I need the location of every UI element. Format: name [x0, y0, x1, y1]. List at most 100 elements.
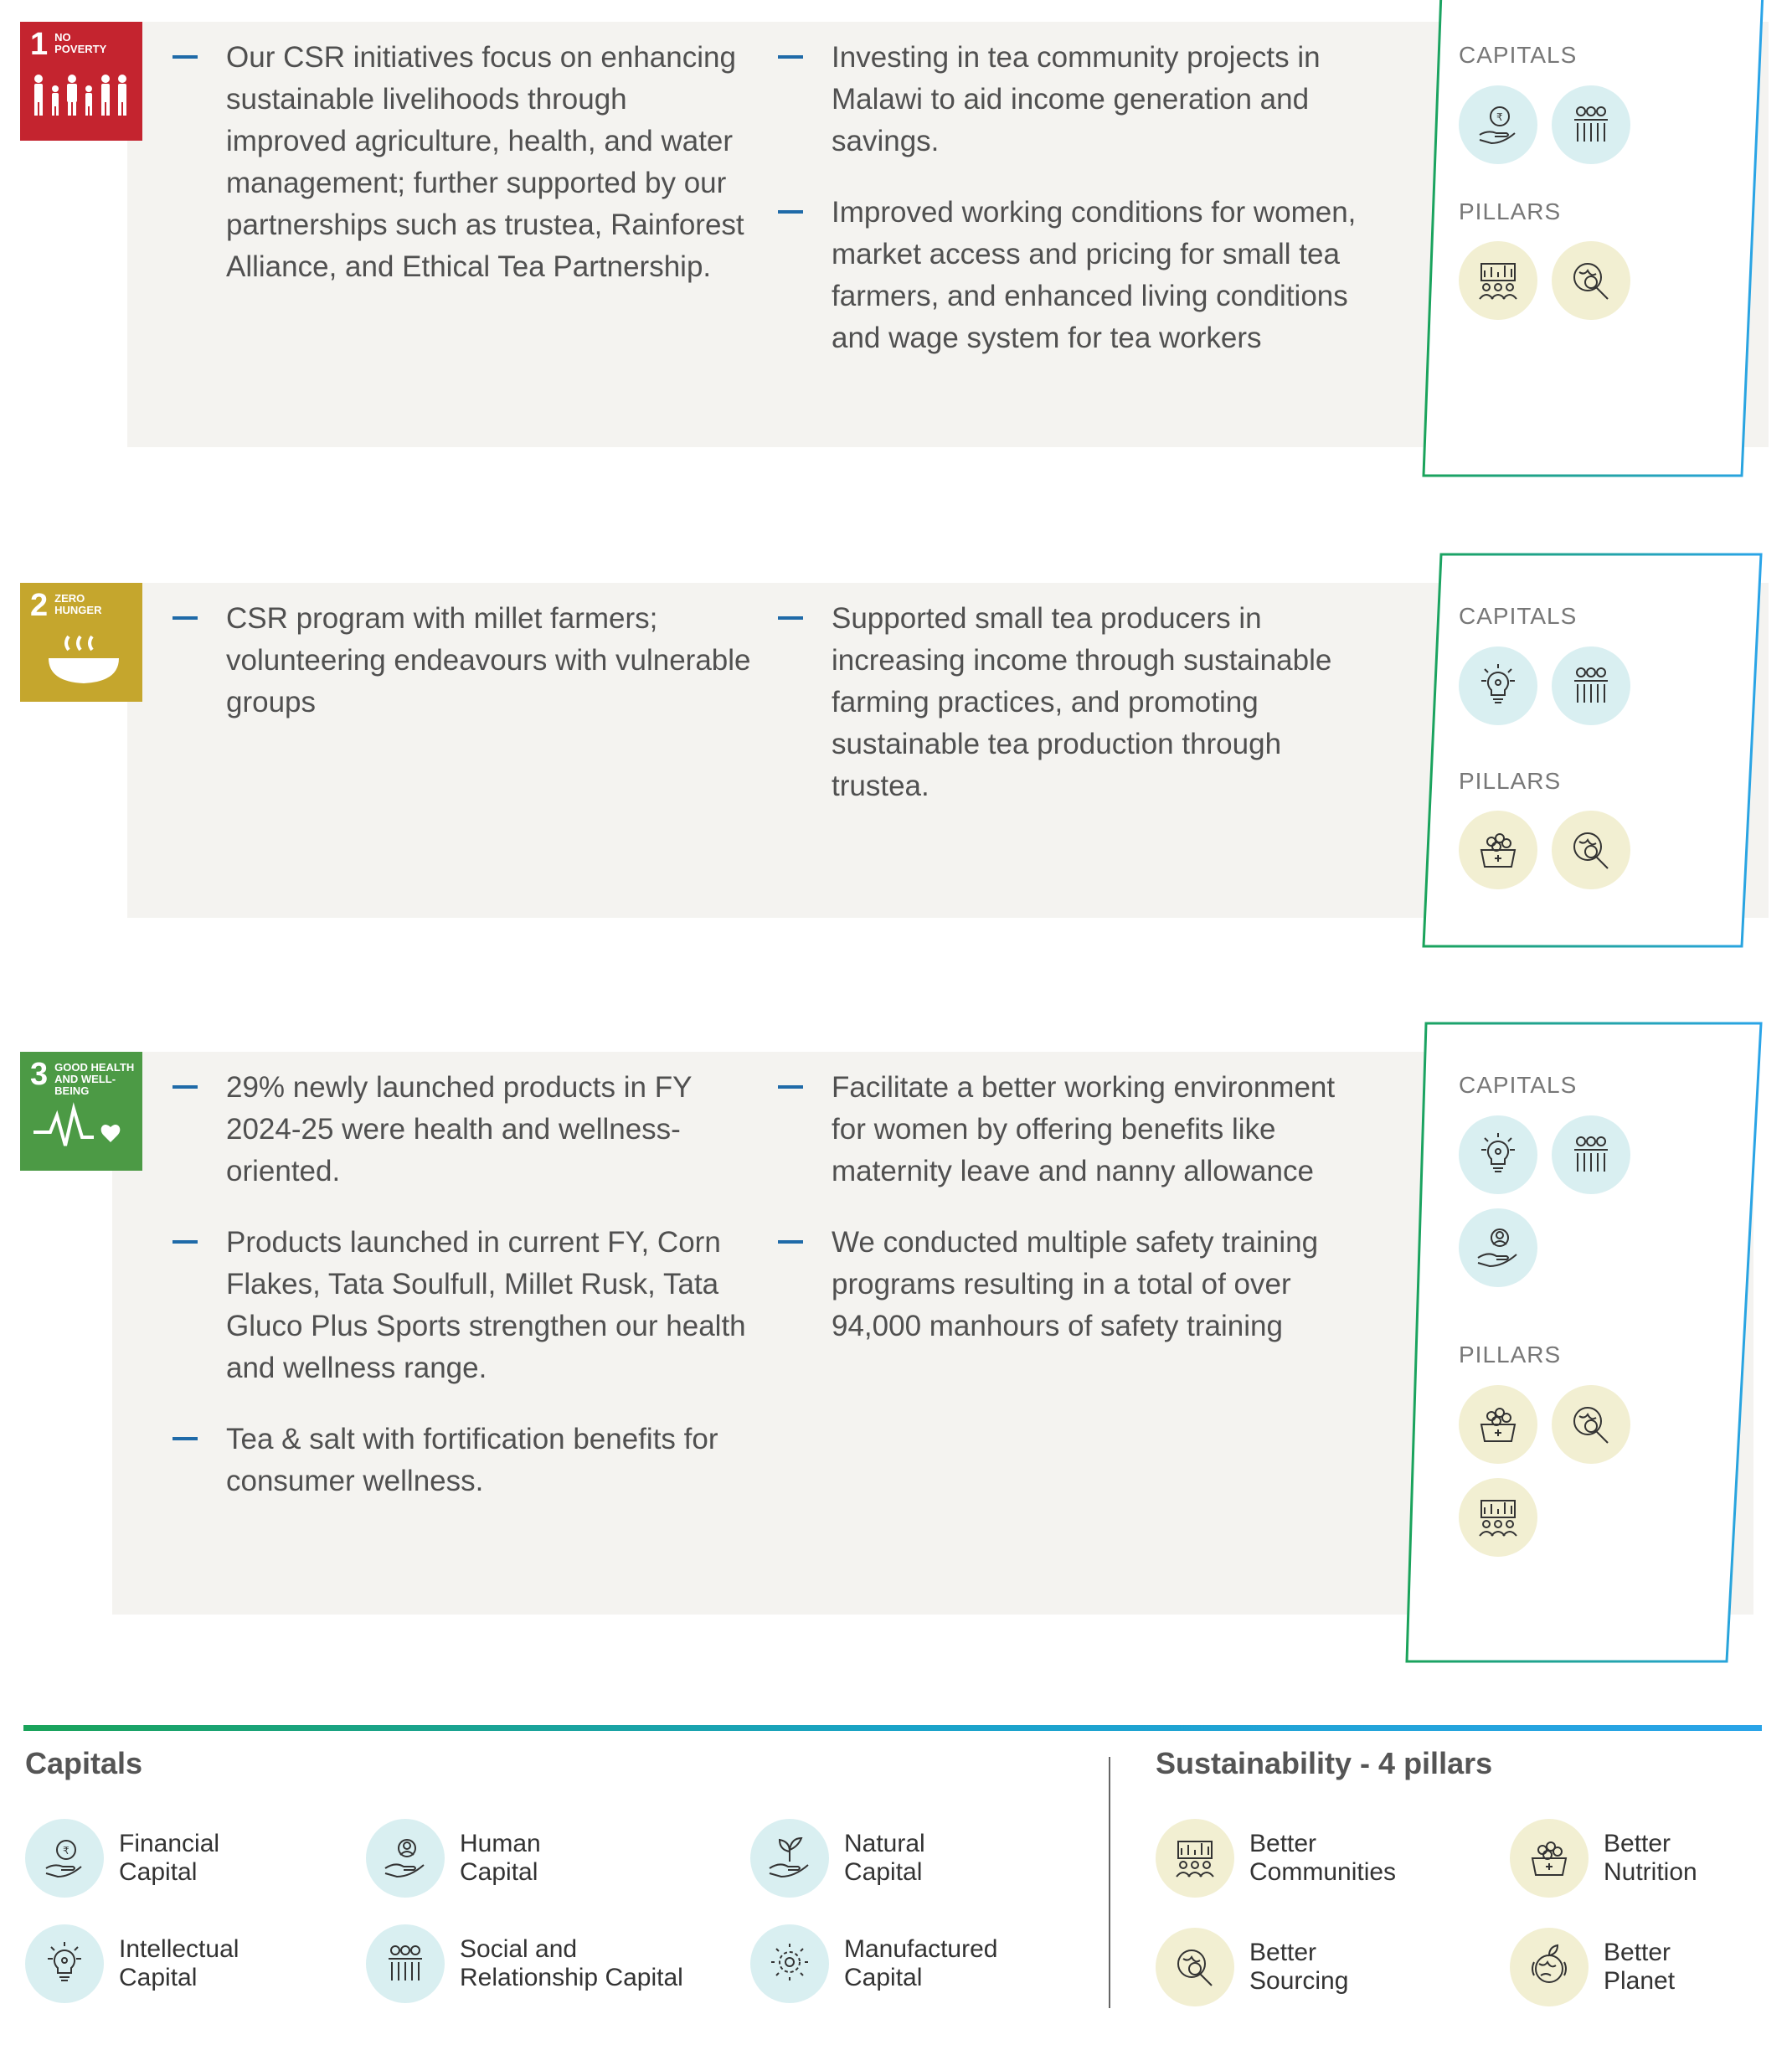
better-communities-icon [1459, 241, 1537, 320]
bullet-item: Our CSR initiatives focus on enhancing s… [173, 37, 754, 288]
legend-label: Better Sourcing [1249, 1939, 1349, 1995]
svg-text:₹: ₹ [1496, 111, 1503, 123]
sdg-name: GOOD HEALTH AND WELL-BEING [54, 1061, 135, 1097]
better-nutrition-icon [1459, 811, 1537, 889]
better-nutrition-icon [1459, 1385, 1537, 1464]
better-sourcing-icon [1552, 1385, 1630, 1464]
financial-capital-icon: ₹ [25, 1819, 104, 1898]
capitals-pillars-box: CAPITALS ₹ PILLARS [1415, 0, 1767, 486]
dash-icon [778, 210, 803, 214]
sdg-badge-2: 2 ZERO HUNGER [20, 583, 142, 702]
sdg-badge-1: 1 NO POVERTY [20, 22, 142, 141]
bullet-item: We conducted multiple safety training pr… [778, 1222, 1367, 1347]
manufactured-capital-icon [750, 1924, 829, 2003]
sdg-number: 1 [30, 27, 49, 62]
legend-human-capital: Human Capital [366, 1819, 711, 1898]
right-column: Supported small tea producers in increas… [778, 598, 1359, 837]
capitals-pillars-box: CAPITALS PILLARS [1400, 1022, 1769, 1666]
capitals-legend-title: Capitals [25, 1746, 143, 1780]
dash-icon [778, 1240, 803, 1244]
bowl-icon [49, 635, 119, 683]
dash-icon [778, 616, 803, 620]
sdg-name: NO POVERTY [54, 31, 107, 55]
sdg-name: ZERO HUNGER [54, 592, 102, 616]
sdg-badge-3: 3 GOOD HEALTH AND WELL-BEING [20, 1052, 142, 1171]
legend-label: Human Capital [460, 1830, 541, 1886]
left-column: Our CSR initiatives focus on enhancing s… [173, 37, 754, 317]
legend-label: Financial Capital [119, 1830, 220, 1886]
financial-capital-icon: ₹ [1459, 85, 1537, 164]
bullet-item: Supported small tea producers in increas… [778, 598, 1359, 807]
capitals-label: CAPITALS [1459, 42, 1578, 68]
legend-label: Manufactured Capital [844, 1935, 998, 1991]
natural-capital-icon [750, 1819, 829, 1898]
pillars-label: PILLARS [1459, 198, 1562, 224]
left-column: 29% newly launched products in FY 2024-2… [173, 1067, 762, 1532]
social-relationship-capital-icon [1552, 646, 1630, 725]
right-column: Facilitate a better working environment … [778, 1067, 1367, 1377]
heartbeat-icon [33, 1102, 121, 1146]
human-capital-icon [366, 1819, 445, 1898]
goal-section-good-health: 3 GOOD HEALTH AND WELL-BEING 29% newly lau… [0, 1013, 1792, 1683]
bullet-item: Investing in tea community projects in M… [778, 37, 1359, 162]
capitals-label: CAPITALS [1459, 603, 1578, 629]
bullet-item: Improved working conditions for women, m… [778, 192, 1359, 359]
legend-label: Better Communities [1249, 1830, 1397, 1886]
pillars-label: PILLARS [1459, 768, 1562, 794]
better-sourcing-icon [1552, 811, 1630, 889]
legend-label: Intellectual Capital [119, 1935, 239, 1991]
pillars-label: PILLARS [1459, 1342, 1562, 1368]
dash-icon [173, 55, 198, 59]
right-column: Investing in tea community projects in M… [778, 37, 1359, 389]
sdg-number: 3 [30, 1057, 49, 1092]
social-relationship-capital-icon [1552, 85, 1630, 164]
social-relationship-capital-icon [1552, 1115, 1630, 1194]
legend-label: Better Planet [1604, 1939, 1676, 1995]
intellectual-capital-icon [25, 1924, 104, 2003]
svg-text:₹: ₹ [63, 1845, 70, 1857]
human-capital-icon [1459, 1208, 1537, 1287]
goal-section-zero-hunger: 2 ZERO HUNGER CSR program with millet farm… [0, 544, 1792, 963]
sdg-number: 2 [30, 588, 49, 623]
left-column: CSR program with millet farmers; volunte… [173, 598, 754, 753]
intellectual-capital-icon [1459, 646, 1537, 725]
bullet-item: Products launched in current FY, Corn Fl… [173, 1222, 762, 1389]
legend-label: Social and Relationship Capital [460, 1935, 683, 1991]
legend-social-relationship-capital: Social and Relationship Capital [366, 1924, 711, 2003]
dash-icon [173, 1085, 198, 1089]
better-sourcing-icon [1552, 241, 1630, 320]
legend-better-communities: Better Communities [1156, 1819, 1501, 1898]
social-relationship-capital-icon [366, 1924, 445, 2003]
legend-financial-capital: ₹ Financial Capital [25, 1819, 370, 1898]
legend-better-sourcing: Better Sourcing [1156, 1928, 1501, 2006]
dash-icon [778, 55, 803, 59]
legend-natural-capital: Natural Capital [750, 1819, 1095, 1898]
bullet-item: CSR program with millet farmers; volunte… [173, 598, 754, 724]
better-nutrition-icon [1510, 1819, 1589, 1898]
legend-manufactured-capital: Manufactured Capital [750, 1924, 1095, 2003]
intellectual-capital-icon [1459, 1115, 1537, 1194]
pillars-legend-title: Sustainability - 4 pillars [1156, 1746, 1493, 1780]
bullet-item: Tea & salt with fortification benefits f… [173, 1419, 762, 1502]
legend-divider [23, 1725, 1762, 1731]
legend-better-planet: Better Planet [1510, 1928, 1771, 2006]
legend-intellectual-capital: Intellectual Capital [25, 1924, 370, 2003]
legend-separator [1109, 1757, 1110, 2008]
better-planet-icon [1510, 1928, 1589, 2006]
bullet-item: 29% newly launched products in FY 2024-2… [173, 1067, 762, 1192]
better-sourcing-icon [1156, 1928, 1234, 2006]
legend-better-nutrition: Better Nutrition [1510, 1819, 1771, 1898]
better-communities-icon [1459, 1478, 1537, 1557]
legend-label: Natural Capital [844, 1830, 925, 1886]
dash-icon [173, 1437, 198, 1440]
legend-label: Better Nutrition [1604, 1830, 1697, 1886]
capitals-pillars-box: CAPITALS PILLARS [1415, 553, 1767, 955]
dash-icon [173, 1240, 198, 1244]
capitals-label: CAPITALS [1459, 1072, 1578, 1098]
bullet-item: Facilitate a better working environment … [778, 1067, 1367, 1192]
goal-section-no-poverty: 1 NO POVERTY Our CSR initiatives focus on … [0, 0, 1792, 502]
dash-icon [173, 616, 198, 620]
dash-icon [778, 1085, 803, 1089]
family-icon [34, 75, 126, 116]
better-communities-icon [1156, 1819, 1234, 1898]
